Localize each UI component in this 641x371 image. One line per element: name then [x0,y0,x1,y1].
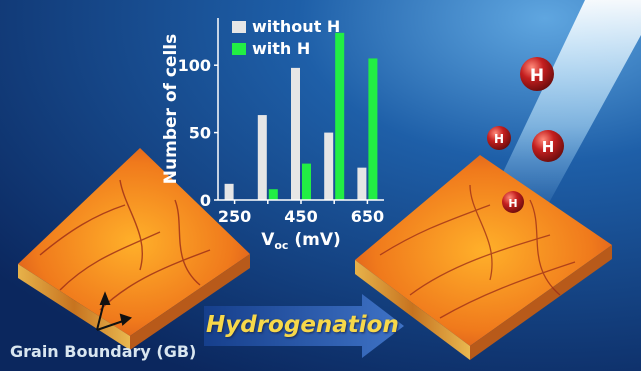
hydrogen-atom-icon: H [532,130,564,162]
bar-without-h [224,183,234,200]
y-axis-label: Number of cells [161,34,181,184]
y-tick-label: 100 [178,56,211,75]
bar-without-h [357,167,367,200]
grain-boundary-arrows [96,291,132,331]
hydrogenation-label: Hydrogenation [206,312,399,338]
bar-without-h [324,132,334,200]
x-axis-label: Voc (mV) [261,230,341,252]
atom-label: H [508,197,517,210]
legend-swatch [232,43,246,55]
bar-with-h [335,32,345,201]
legend-swatch [232,21,246,33]
atom-label: H [530,66,544,86]
bar-without-h [257,115,267,200]
right-arrow-icon [204,294,404,358]
x-axis-label-unit: (mV) [288,230,340,250]
x-tick-label: 250 [218,207,251,226]
bar-with-h [302,163,311,200]
legend-label: with H [252,39,310,58]
afm-surface-tile-icon [355,155,612,360]
grain-boundary-label: Grain Boundary (GB) [10,342,197,361]
bar-with-h [368,58,378,200]
y-tick-label: 0 [200,191,211,210]
hydrogen-atom-icon: H [502,191,524,213]
atom-label: H [494,132,504,146]
hydrogen-atom-icon: H [487,126,511,150]
x-axis-label-subscript: oc [274,239,288,252]
bar-without-h [291,67,300,200]
x-tick-label: 450 [284,207,317,226]
light-beam-icon [485,0,641,210]
x-axis-label-main: V [261,230,275,250]
atom-label: H [542,138,555,156]
legend-label: without H [252,17,340,36]
hydrogen-atom-icon: H [520,57,554,91]
y-tick-label: 50 [189,124,211,143]
x-tick-label: 650 [351,207,384,226]
bar-with-h [268,189,278,200]
